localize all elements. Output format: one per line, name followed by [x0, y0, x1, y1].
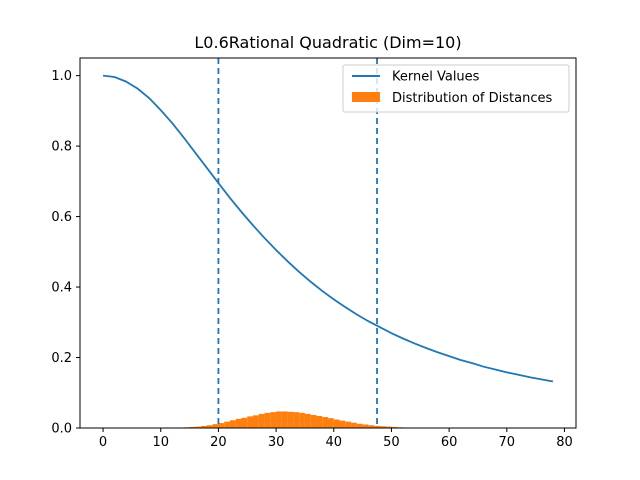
histogram-bar: [241, 417, 248, 428]
histogram-bar: [351, 422, 357, 428]
histogram-bar: [235, 418, 242, 428]
y-axis: 0.0 0.2 0.4 0.6 0.8 1.0: [51, 69, 80, 437]
y-tick-label: 0.6: [51, 210, 72, 225]
histogram-bar: [328, 418, 334, 428]
legend-box: [342, 64, 570, 113]
histogram-bar: [264, 412, 271, 428]
y-tick-label: 0.2: [51, 351, 72, 366]
x-tick-label: 20: [210, 435, 227, 450]
x-tick-label: 80: [556, 435, 573, 450]
x-tick-label: 10: [152, 435, 169, 450]
histogram-bar: [218, 423, 225, 428]
histogram-bar: [316, 416, 323, 428]
histogram-bar: [379, 426, 386, 428]
x-tick-label: 70: [499, 435, 516, 450]
x-tick-label: 40: [325, 435, 342, 450]
histogram-bar: [195, 426, 202, 428]
histogram-bar: [304, 413, 311, 428]
histogram-bar: [229, 420, 236, 428]
histogram-bar: [356, 423, 363, 428]
histogram-bar: [339, 420, 346, 428]
histogram-bar: [224, 421, 230, 428]
histogram-bar: [258, 413, 265, 428]
y-tick-label: 1.0: [51, 69, 72, 84]
histogram-bar: [333, 419, 340, 428]
histogram-bar: [391, 426, 398, 428]
histogram-bar: [362, 424, 369, 428]
histogram-bar: [281, 411, 288, 428]
histogram-bar: [293, 412, 300, 428]
chart-title: L0.6Rational Quadratic (Dim=10): [194, 33, 461, 52]
histogram-bar: [212, 424, 219, 428]
y-tick-label: 0.4: [51, 281, 72, 296]
x-axis: 0 10 20 30 40 50 60 70 80: [99, 428, 573, 450]
x-tick-label: 60: [441, 435, 458, 450]
plot-area: [102, 58, 554, 428]
histogram-bar: [189, 426, 196, 428]
y-tick-label: 0.8: [51, 140, 72, 155]
legend-swatch-distribution: [352, 92, 380, 102]
histogram-bar: [310, 414, 317, 428]
x-tick-label: 30: [268, 435, 285, 450]
legend-label-kernel: Kernel Values: [392, 70, 480, 85]
x-tick-label: 50: [383, 435, 400, 450]
histogram-bar: [345, 421, 352, 428]
histogram-bar: [374, 425, 380, 428]
kernel-values-line: [102, 74, 554, 383]
histogram-bar: [287, 411, 294, 428]
histogram-bar: [270, 412, 277, 428]
y-tick-label: 0.0: [51, 422, 72, 437]
histogram-bar: [206, 425, 213, 428]
legend: Kernel Values Distribution of Distances: [342, 64, 570, 113]
legend-label-distribution: Distribution of Distances: [392, 91, 552, 106]
histogram-bar: [299, 412, 305, 428]
histogram-bar: [253, 415, 259, 428]
histogram-bar: [368, 425, 375, 428]
histogram-bar: [201, 425, 207, 428]
histogram-bar: [385, 426, 392, 428]
histogram-bar: [276, 411, 282, 428]
histogram-bar: [322, 417, 328, 428]
histogram-bar: [247, 416, 254, 428]
x-tick-label: 0: [99, 435, 107, 450]
axes-frame: [79, 57, 577, 429]
